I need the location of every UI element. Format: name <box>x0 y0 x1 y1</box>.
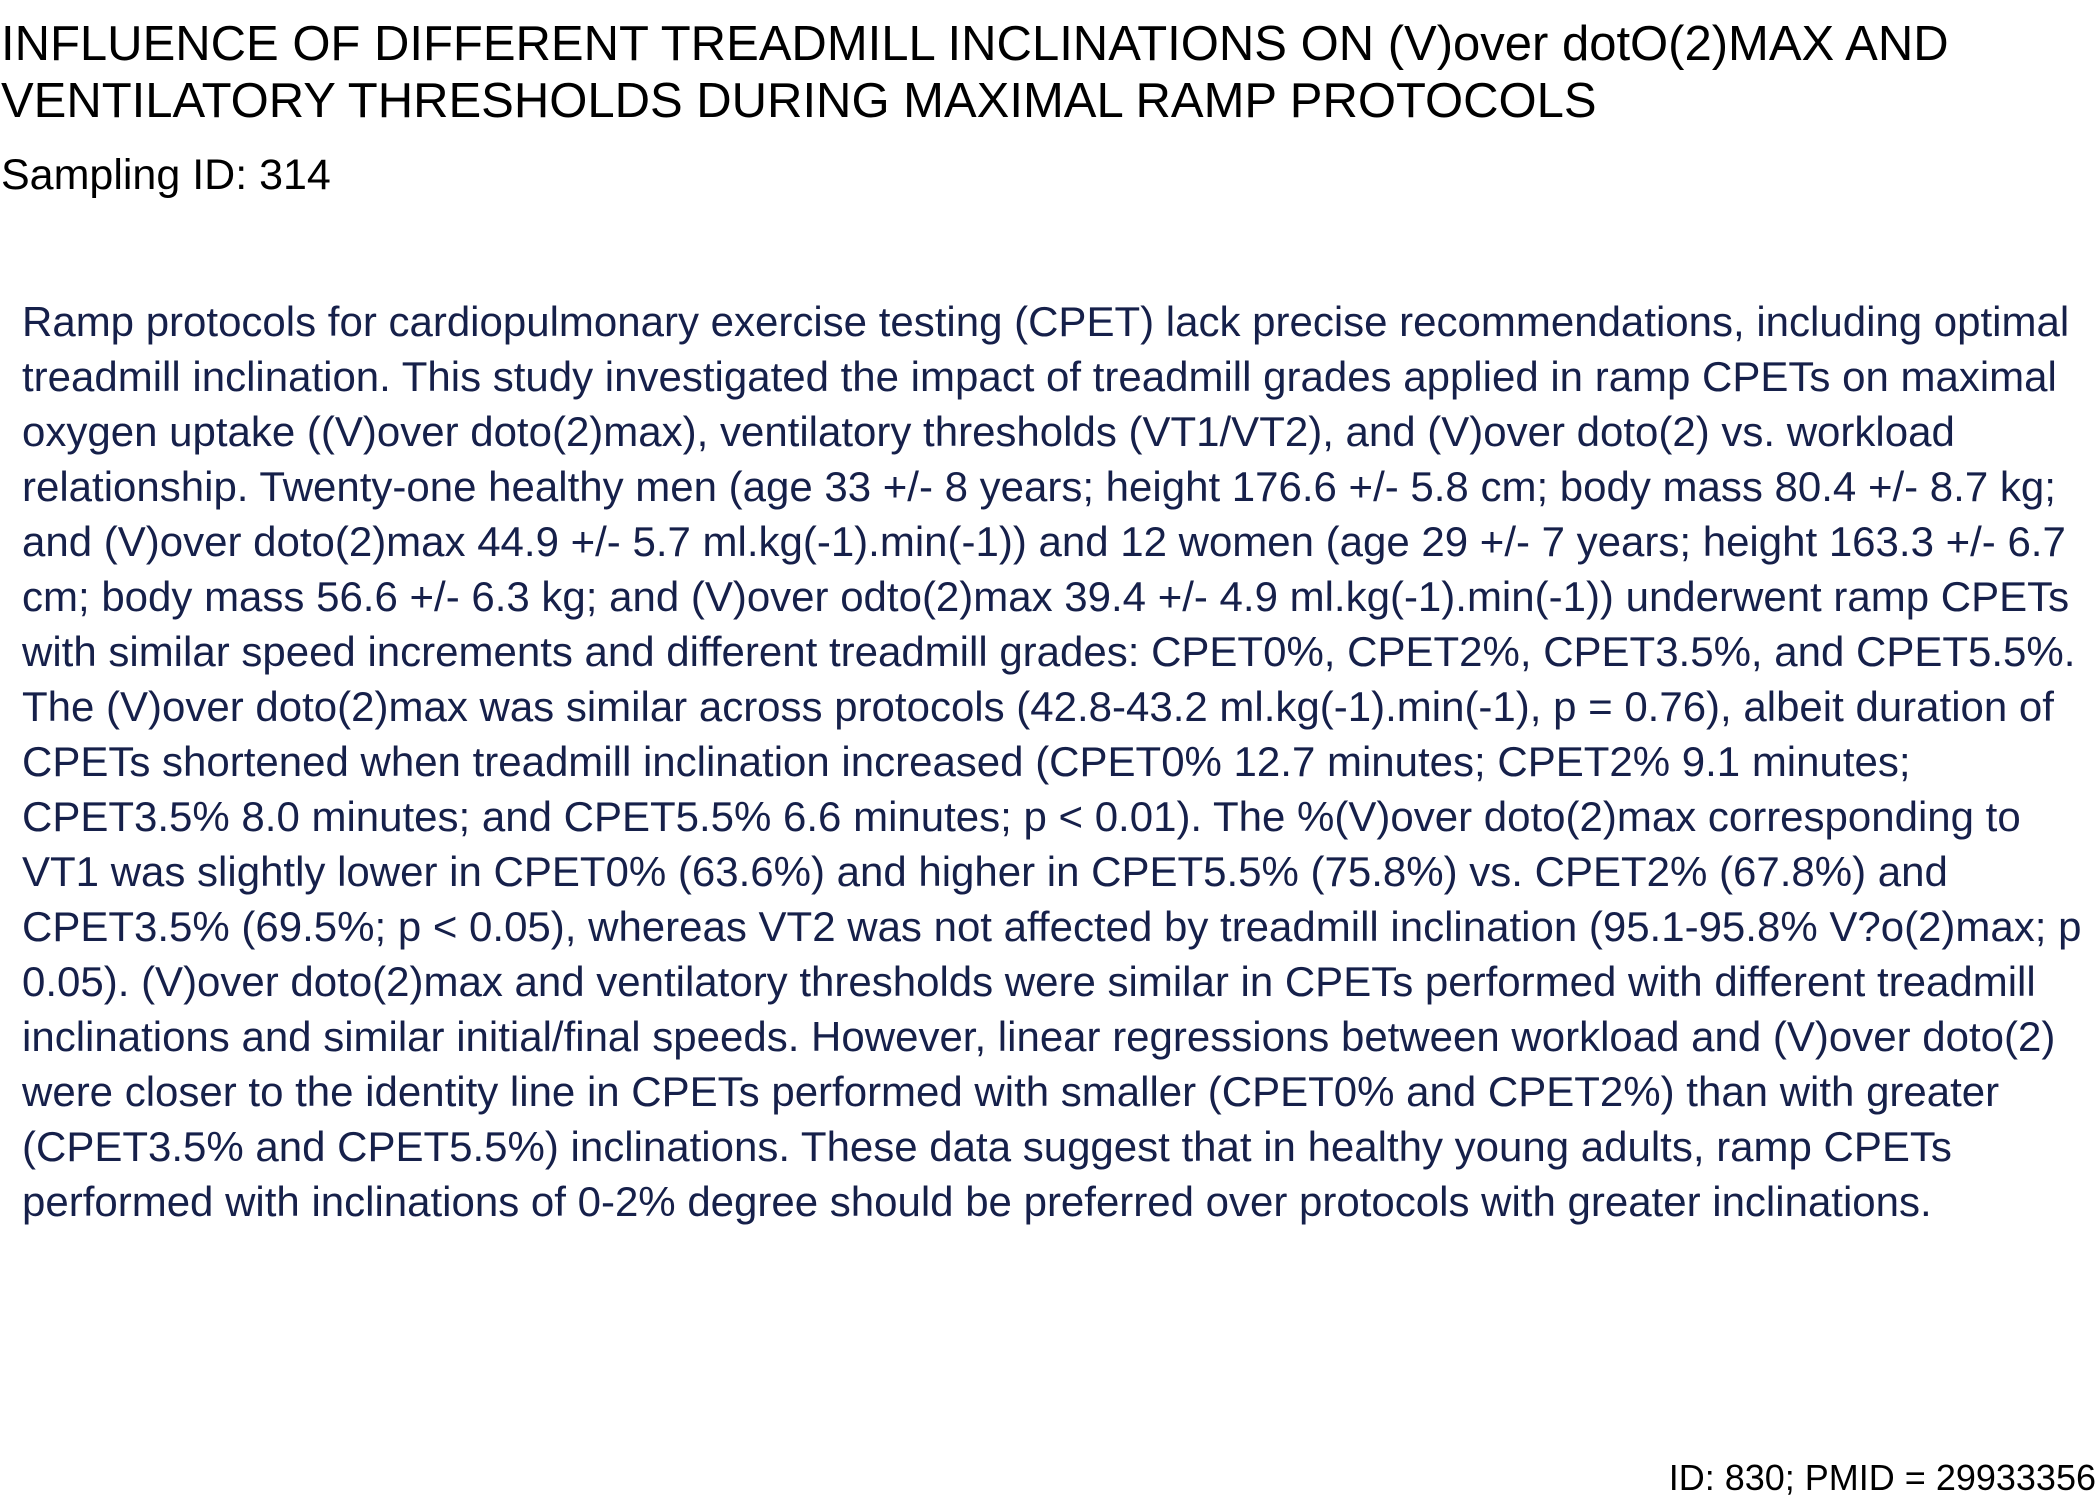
title-line-2: VENTILATORY THRESHOLDS DURING MAXIMAL RA… <box>1 74 1597 128</box>
abstract-text: Ramp protocols for cardiopulmonary exerc… <box>22 298 2082 1225</box>
title-line-1: INFLUENCE OF DIFFERENT TREADMILL INCLINA… <box>1 17 1949 71</box>
document-title: INFLUENCE OF DIFFERENT TREADMILL INCLINA… <box>1 16 2100 130</box>
document-id-footer: ID: 830; PMID = 29933356 <box>1668 1457 2096 1498</box>
sampling-id: Sampling ID: 314 <box>1 151 331 199</box>
